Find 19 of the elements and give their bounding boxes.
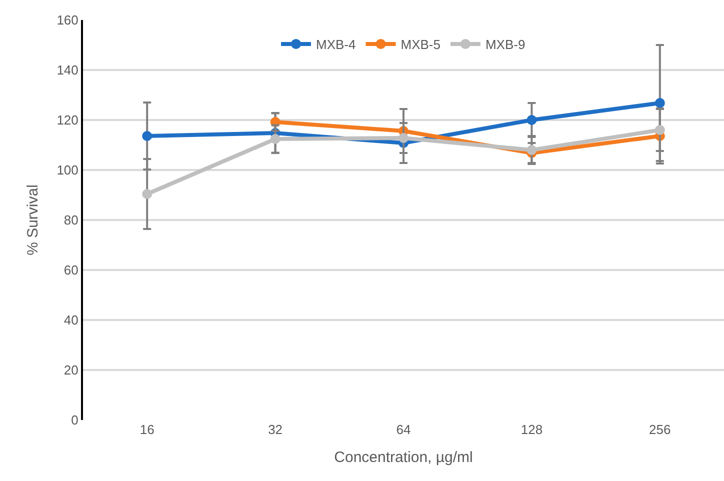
x-tick-label: 16 [140,422,154,437]
x-tick-label: 256 [649,422,671,437]
x-tick-label: 128 [520,422,543,437]
y-tick-label: 140 [56,62,78,78]
y-tick-label: 120 [56,112,78,128]
y-tick-label: 160 [56,12,78,28]
x-tick-label: 64 [396,422,411,437]
y-tick-label: 60 [64,262,78,278]
y-axis-title: % Survival [24,184,42,256]
y-tick-label: 100 [56,162,78,178]
x-axis-title: Concentration, µg/ml [334,449,473,466]
y-tick-label: 80 [64,212,78,228]
legend-label: MXB-9 [485,37,526,52]
y-tick-label: 20 [64,362,78,378]
legend-label: MXB-4 [316,37,356,52]
legend-label: MXB-5 [400,37,440,52]
y-tick-label: 40 [64,312,78,328]
x-tick-label: 32 [268,422,283,437]
y-tick-label: 0 [71,412,78,428]
